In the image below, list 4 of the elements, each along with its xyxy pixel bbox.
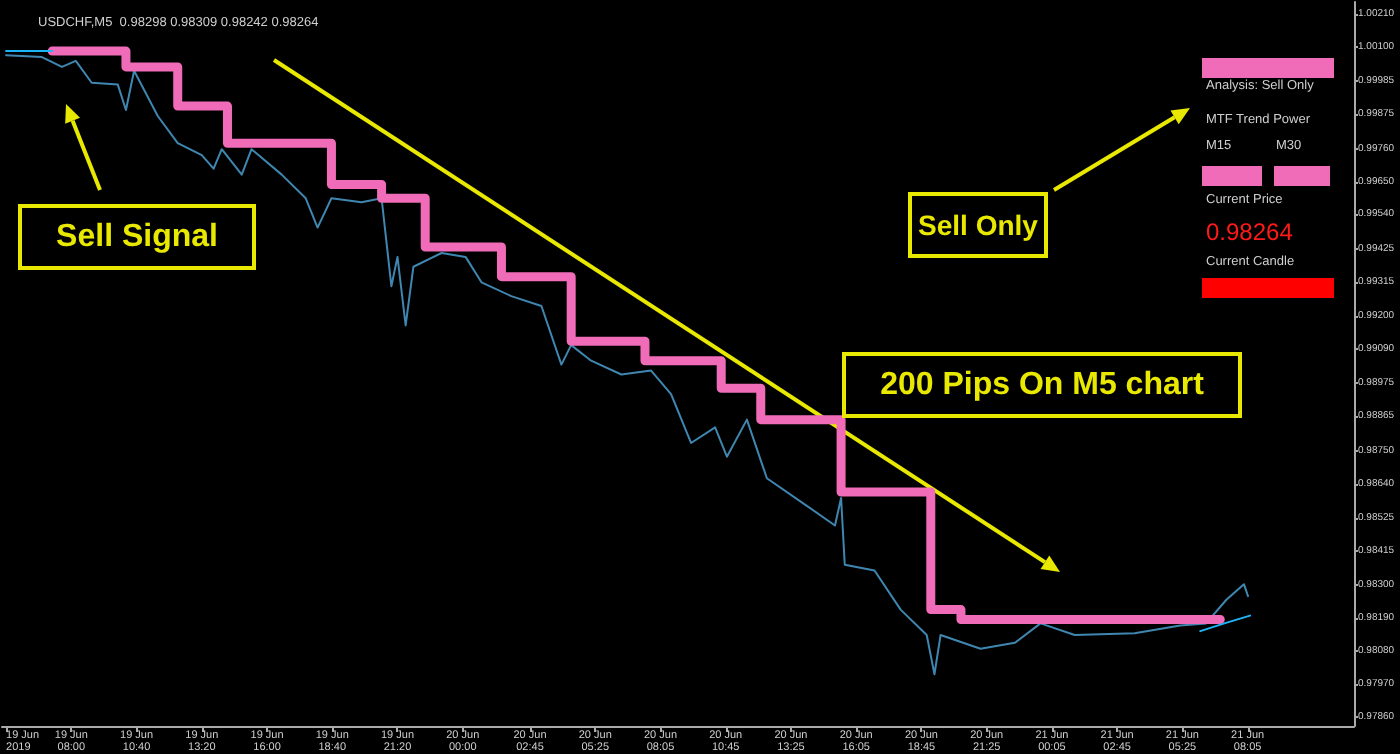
annotation: Sell Signal [56, 220, 218, 254]
annotation: 0.98264 [1206, 218, 1294, 246]
annotation: 200 Pips On M5 chart [880, 368, 1206, 402]
annotation: Sell Only [918, 209, 1039, 241]
